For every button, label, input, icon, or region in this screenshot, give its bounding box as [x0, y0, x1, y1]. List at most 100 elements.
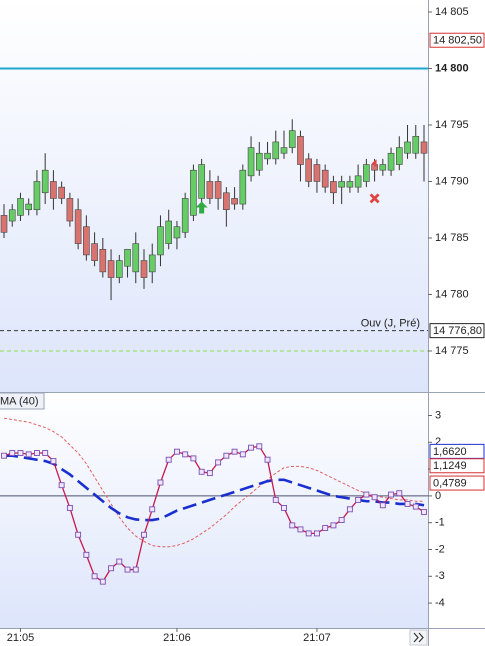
candle-body: [264, 152, 271, 160]
point-marker: [289, 522, 296, 529]
point-marker: [66, 505, 73, 511]
x-tick-label: 21:07: [303, 632, 331, 644]
y-tick-label: -2: [435, 543, 445, 555]
candle-body: [181, 198, 189, 233]
point-marker: [198, 468, 205, 475]
scroll-button[interactable]: [409, 629, 428, 646]
point-marker: [75, 531, 82, 538]
point-marker: [272, 496, 279, 503]
candle-body: [33, 181, 41, 211]
value-badge: [429, 323, 485, 339]
candle-body: [99, 248, 107, 273]
point-marker: [396, 490, 403, 497]
y-tick-label: 14 780: [435, 288, 469, 300]
point-marker: [182, 451, 189, 458]
point-marker: [9, 450, 16, 456]
point-marker: [363, 491, 370, 498]
point-marker: [33, 450, 40, 456]
candle-body: [363, 164, 370, 182]
candle-body: [206, 181, 214, 199]
candle-body: [0, 215, 8, 233]
point-marker: [108, 565, 115, 572]
point-marker: [25, 451, 32, 458]
point-marker: [83, 551, 90, 558]
point-marker: [17, 450, 24, 456]
level-label: Ouv (J, Pré): [361, 318, 420, 330]
point-marker: [239, 451, 246, 458]
candle-body: [124, 248, 131, 267]
y-tick-label: 14 800: [435, 62, 469, 74]
point-marker: [91, 573, 98, 580]
point-marker: [355, 496, 362, 503]
candle-body: [231, 198, 238, 205]
point-marker: [313, 530, 320, 537]
signal-arrow: [195, 201, 208, 214]
candle-body: [272, 141, 280, 160]
candle-body: [132, 243, 140, 273]
point-marker: [264, 456, 271, 463]
candle-body: [41, 169, 49, 194]
candle-body: [173, 226, 181, 239]
candle-body: [412, 135, 420, 154]
x-tick-label: 21:06: [163, 632, 191, 644]
point-marker: [346, 506, 353, 513]
candle-body: [239, 169, 247, 205]
candle-body: [165, 220, 173, 244]
price-panel: [0, 0, 428, 392]
candle-body: [338, 181, 345, 188]
candle-body: [404, 141, 411, 154]
indicator-tag-box: [0, 392, 45, 410]
candle-body: [305, 158, 313, 182]
candle-body: [387, 152, 395, 171]
point-marker: [190, 455, 197, 462]
y-tick-label: 3: [435, 409, 441, 421]
candle-body: [148, 254, 156, 273]
oscillator-panel: [0, 393, 428, 628]
candle-body: [198, 164, 205, 199]
y-tick-label: 14 785: [435, 232, 469, 244]
candle-body: [346, 181, 354, 188]
candle-body: [247, 147, 255, 177]
y-tick-label: 14 775: [435, 345, 469, 357]
y-tick-label: 2: [435, 436, 441, 448]
point-marker: [305, 530, 312, 537]
point-marker: [116, 558, 123, 565]
value-badge: [429, 458, 485, 474]
indicator-title: MA (40): [0, 395, 39, 407]
y-tick-label: 0: [435, 490, 441, 502]
point-marker: [379, 502, 386, 509]
series-line: [3, 445, 425, 583]
point-marker: [223, 452, 230, 459]
candle-body: [66, 198, 74, 222]
point-marker: [124, 566, 131, 573]
candle-body: [321, 169, 329, 188]
point-marker: [338, 517, 345, 523]
y-tick-label: -3: [435, 570, 445, 582]
candle-body: [17, 198, 24, 216]
point-marker: [215, 459, 222, 466]
scroll-button-icon[interactable]: [413, 632, 424, 643]
point-marker: [371, 494, 378, 501]
y-tick-label: 14 795: [435, 119, 469, 131]
value-badge: [429, 32, 485, 48]
point-marker: [412, 503, 419, 510]
candle-body: [91, 243, 98, 261]
value-badge-label: 1,1249: [433, 460, 467, 472]
candle-body: [288, 130, 296, 148]
point-marker: [206, 470, 213, 477]
candle-body: [190, 169, 197, 216]
value-badge-label: 14 776,80: [433, 325, 482, 337]
series-line: [3, 417, 424, 548]
point-marker: [141, 531, 147, 538]
point-marker: [404, 500, 411, 507]
point-marker: [322, 525, 329, 532]
value-badge-label: 1,6620: [433, 446, 467, 458]
candle-body: [313, 164, 321, 182]
point-marker: [58, 482, 65, 489]
candle-body: [255, 152, 263, 171]
y-tick-label: -4: [435, 597, 445, 609]
point-marker: [42, 450, 49, 456]
point-marker: [165, 456, 172, 463]
candle-body: [50, 181, 57, 199]
